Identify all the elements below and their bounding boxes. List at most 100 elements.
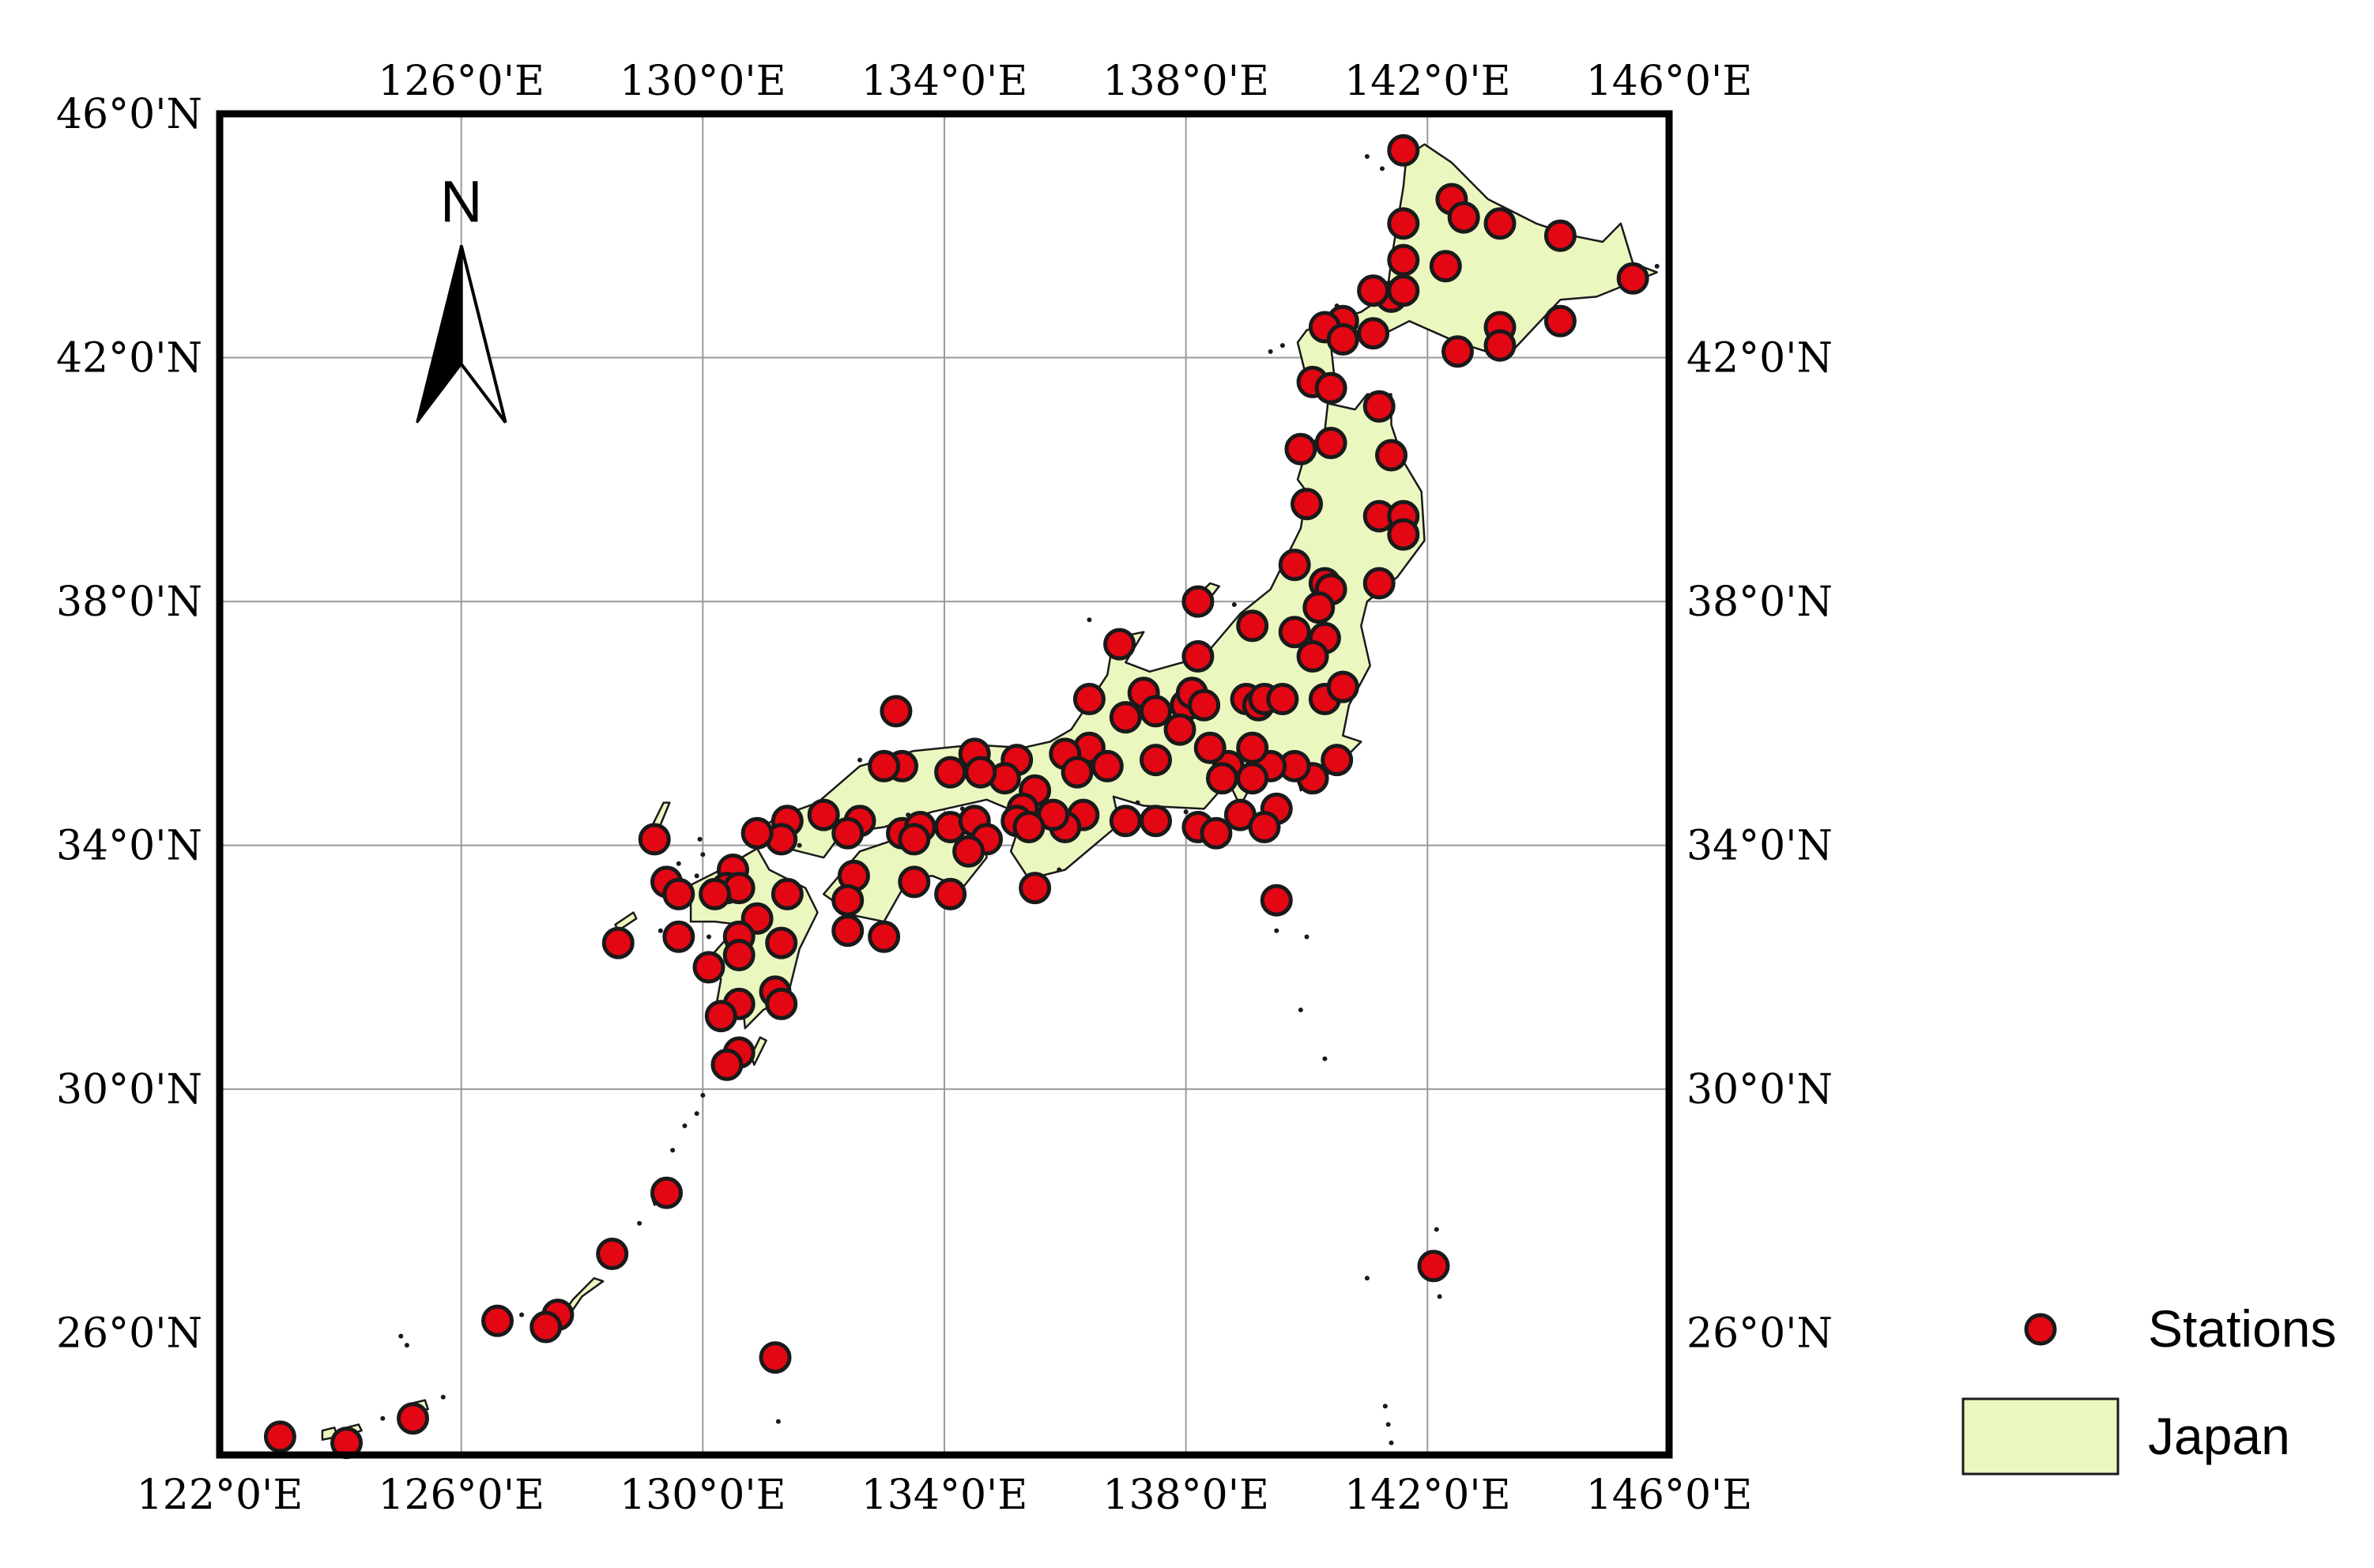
legend-item-japan: Japan [1961, 1397, 2290, 1476]
station-point [1357, 317, 1390, 350]
islet-54 [1183, 809, 1189, 815]
station-point [529, 1310, 563, 1344]
station-point [868, 920, 901, 953]
land-swatch-icon [1961, 1397, 2120, 1476]
station-point [1163, 713, 1196, 746]
station-point [1260, 884, 1293, 917]
station-point [964, 756, 997, 789]
station-point [1543, 219, 1577, 252]
station-point [1193, 731, 1227, 764]
station-point [771, 877, 804, 910]
station-point [1181, 585, 1215, 618]
station-point [1109, 805, 1142, 838]
station-point [1417, 1250, 1450, 1283]
islet-22 [380, 1415, 386, 1421]
islet-11 [775, 1419, 781, 1424]
tick-label-top: 138°0'E [1102, 58, 1269, 105]
tick-label-right: 42°0'N [1686, 335, 1833, 383]
station-point [1140, 695, 1172, 728]
station-point [1387, 134, 1420, 167]
islet-41 [1268, 349, 1273, 354]
station-point [1387, 518, 1420, 551]
station-symbol-icon [2024, 1313, 2057, 1346]
islet-1 [1274, 928, 1279, 933]
tick-label-right: 26°0'N [1686, 1310, 1833, 1358]
station-point [601, 926, 635, 959]
station-point [1375, 439, 1407, 472]
tick-label-left: 34°0'N [56, 823, 202, 870]
north-arrow-letter: N [440, 169, 482, 235]
station-point [1362, 567, 1396, 600]
tick-label-left: 46°0'N [56, 91, 202, 138]
map-frame [216, 110, 1673, 1459]
station-point [740, 816, 774, 850]
islet-16 [670, 1148, 676, 1153]
station-point [1387, 274, 1420, 307]
station-point [1321, 744, 1354, 777]
islet-32 [797, 842, 802, 848]
station-point [1284, 432, 1317, 466]
station-point [1278, 616, 1311, 649]
station-point [1543, 304, 1577, 337]
station-point [1200, 816, 1233, 850]
station-point [898, 823, 931, 856]
station-point [1387, 207, 1420, 240]
islet-25 [398, 1333, 404, 1339]
station-point [759, 1341, 792, 1374]
north-arrow-left-half [416, 245, 463, 424]
station-point [650, 1176, 683, 1209]
tick-label-top: 134°0'E [861, 58, 1028, 105]
station-point [1357, 274, 1390, 307]
station-point [1266, 683, 1299, 715]
station-point [1103, 628, 1136, 661]
tick-label-bottom: 134°0'E [861, 1472, 1028, 1519]
station-point [692, 951, 725, 984]
station-point [638, 823, 671, 856]
islet-49 [706, 934, 711, 940]
tick-label-left: 26°0'N [56, 1310, 202, 1358]
station-point [831, 816, 865, 850]
islet-7 [1389, 1440, 1394, 1446]
legend: Stations Japan [1961, 1299, 2336, 1476]
station-point [1072, 683, 1106, 715]
station-point [934, 877, 967, 910]
station-point [1206, 762, 1238, 795]
islet-53 [1135, 800, 1140, 805]
station-point [1091, 749, 1124, 782]
islet-9 [1434, 1227, 1439, 1232]
stations-layer [263, 134, 1649, 1460]
station-point [1236, 731, 1269, 764]
islet-3 [1322, 1056, 1328, 1061]
islet-38 [1231, 601, 1237, 607]
tick-label-bottom: 122°0'E [137, 1472, 303, 1519]
land-goto [614, 911, 638, 932]
station-point [1188, 688, 1221, 722]
station-point [831, 884, 865, 917]
islet-17 [637, 1220, 642, 1226]
station-point [1429, 250, 1462, 283]
islet-29 [694, 873, 699, 879]
station-point [1302, 591, 1336, 624]
station-point [1616, 262, 1649, 295]
station-point [481, 1304, 514, 1337]
station-point [1140, 744, 1172, 777]
tick-label-top: 142°0'E [1344, 58, 1511, 105]
islet-27 [697, 836, 703, 842]
station-point [1109, 701, 1142, 734]
station-point [1314, 427, 1347, 459]
land-hokkaido [1296, 143, 1658, 393]
station-point [765, 987, 798, 1020]
station-point [662, 920, 695, 953]
tick-label-right: 30°0'N [1686, 1066, 1833, 1114]
tick-label-right: 34°0'N [1686, 823, 1833, 870]
tick-label-bottom: 146°0'E [1586, 1472, 1753, 1519]
station-point [1296, 640, 1329, 673]
islet-46 [1087, 617, 1092, 623]
station-point [1140, 805, 1172, 838]
islet-13 [700, 1092, 706, 1098]
tick-label-top: 126°0'E [378, 58, 545, 105]
islet-15 [682, 1123, 688, 1129]
station-point [699, 877, 732, 910]
tick-label-bottom: 138°0'E [1102, 1472, 1269, 1519]
